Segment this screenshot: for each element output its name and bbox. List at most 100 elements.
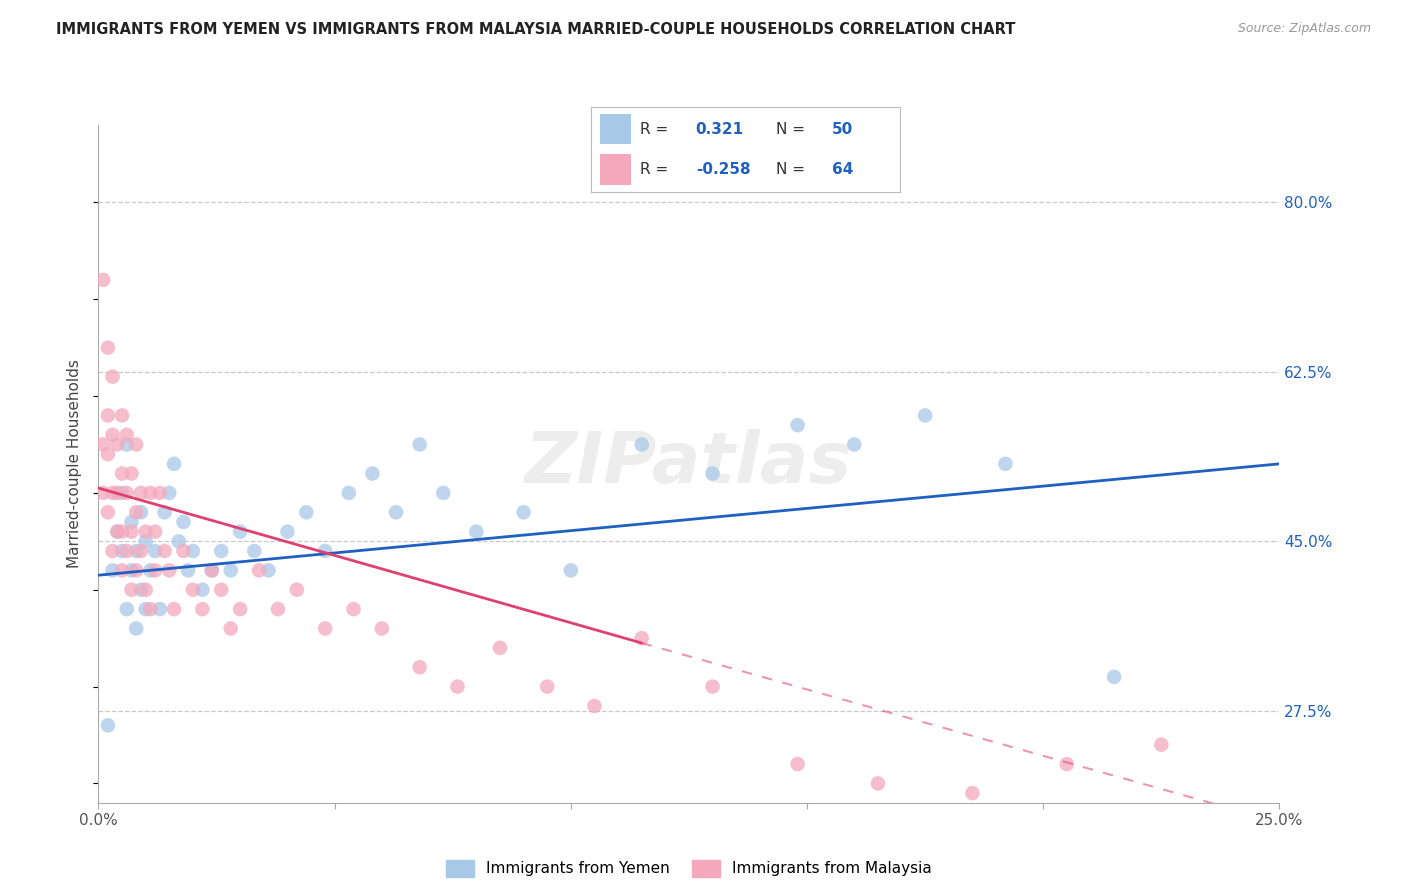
Point <box>97 341 120 355</box>
Point <box>157 486 180 500</box>
Point <box>111 467 134 481</box>
Point <box>129 582 152 597</box>
Text: R =: R = <box>640 121 673 136</box>
Point <box>446 680 468 694</box>
Point <box>314 622 336 636</box>
Point <box>97 447 120 461</box>
Point <box>630 437 652 451</box>
Point <box>1150 738 1173 752</box>
Point <box>115 602 138 616</box>
Point <box>135 582 157 597</box>
Point <box>105 437 128 451</box>
Point <box>408 660 430 674</box>
Point <box>153 544 176 558</box>
Point <box>209 544 232 558</box>
Point <box>139 486 162 500</box>
Point <box>97 718 120 732</box>
Point <box>267 602 290 616</box>
Point <box>143 563 166 577</box>
Point <box>163 602 186 616</box>
Point <box>994 457 1017 471</box>
Point <box>465 524 488 539</box>
Point <box>191 582 214 597</box>
Point <box>121 524 143 539</box>
Point <box>105 524 128 539</box>
Point <box>1102 670 1125 684</box>
Point <box>135 602 157 616</box>
Point <box>257 563 280 577</box>
Point <box>229 524 252 539</box>
Point <box>702 680 724 694</box>
Bar <box>600 154 631 185</box>
Point <box>91 486 114 500</box>
Point <box>129 544 152 558</box>
Point <box>295 505 318 519</box>
Text: R =: R = <box>640 162 673 178</box>
Point <box>408 437 430 451</box>
Point <box>489 640 512 655</box>
Point <box>167 534 190 549</box>
Point <box>866 776 889 790</box>
Text: IMMIGRANTS FROM YEMEN VS IMMIGRANTS FROM MALAYSIA MARRIED-COUPLE HOUSEHOLDS CORR: IMMIGRANTS FROM YEMEN VS IMMIGRANTS FROM… <box>56 22 1015 37</box>
Point <box>177 563 200 577</box>
Point <box>91 437 114 451</box>
Point <box>786 757 808 772</box>
Point <box>385 505 408 519</box>
Y-axis label: Married-couple Households: Married-couple Households <box>67 359 83 568</box>
Point <box>129 486 152 500</box>
Text: Source: ZipAtlas.com: Source: ZipAtlas.com <box>1237 22 1371 36</box>
Point <box>111 409 134 423</box>
Point <box>111 524 134 539</box>
Point <box>201 563 224 577</box>
Point <box>111 486 134 500</box>
Point <box>181 544 204 558</box>
Point <box>512 505 534 519</box>
Point <box>101 427 124 442</box>
Point <box>101 486 124 500</box>
Point <box>149 602 172 616</box>
Point <box>101 369 124 384</box>
Point <box>111 563 134 577</box>
Point <box>125 505 148 519</box>
Point <box>702 467 724 481</box>
Bar <box>600 114 631 145</box>
Point <box>786 418 808 433</box>
Point <box>135 534 157 549</box>
Text: 50: 50 <box>832 121 853 136</box>
Text: ZIPatlas: ZIPatlas <box>526 429 852 499</box>
Point <box>247 563 270 577</box>
Point <box>111 544 134 558</box>
Point <box>285 582 308 597</box>
Point <box>191 602 214 616</box>
Legend: Immigrants from Yemen, Immigrants from Malaysia: Immigrants from Yemen, Immigrants from M… <box>440 854 938 883</box>
Text: 64: 64 <box>832 162 853 178</box>
Point <box>630 631 652 645</box>
Point <box>143 524 166 539</box>
Point <box>121 582 143 597</box>
Text: N =: N = <box>776 121 810 136</box>
Point <box>153 505 176 519</box>
Point <box>139 563 162 577</box>
Point <box>1056 757 1078 772</box>
Point <box>276 524 298 539</box>
Text: 0.321: 0.321 <box>696 121 744 136</box>
Point <box>91 273 114 287</box>
Point <box>135 524 157 539</box>
Point <box>97 505 120 519</box>
Point <box>314 544 336 558</box>
Point <box>209 582 232 597</box>
Point <box>115 544 138 558</box>
Point <box>914 409 936 423</box>
Point <box>229 602 252 616</box>
Point <box>115 437 138 451</box>
Point <box>139 602 162 616</box>
Point <box>115 486 138 500</box>
Point <box>97 409 120 423</box>
Point <box>121 515 143 529</box>
Point <box>125 437 148 451</box>
Point <box>342 602 364 616</box>
Point <box>172 515 194 529</box>
Point <box>337 486 360 500</box>
Point <box>121 563 143 577</box>
Point <box>243 544 266 558</box>
